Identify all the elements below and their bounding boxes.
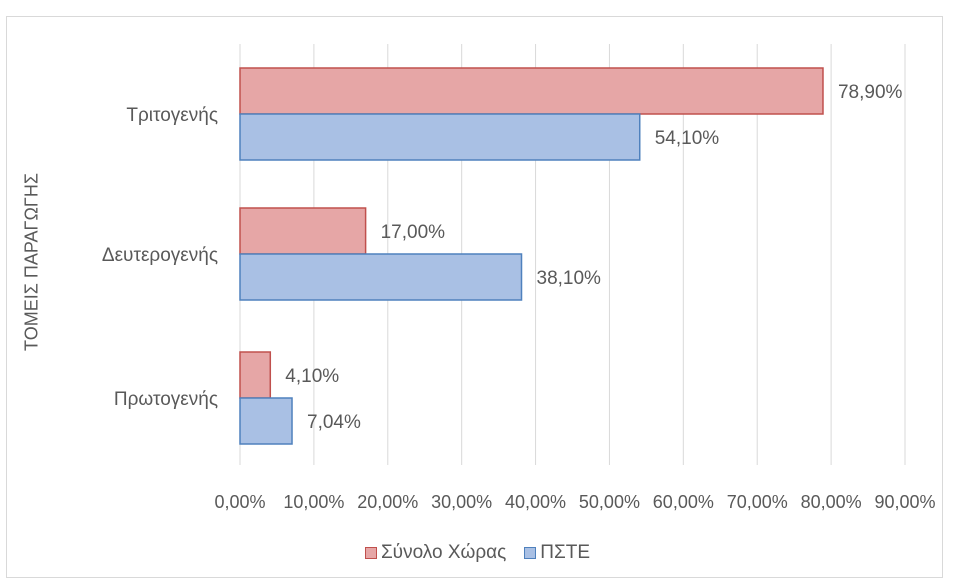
legend-label-series-1: Σύνολο Χώρας: [380, 542, 507, 563]
data-label: 17,00%: [381, 222, 446, 243]
bar: [239, 351, 272, 399]
x-tick-label: 30,00%: [431, 492, 492, 512]
legend: Σύνολο Χώρας ΠΣΤΕ: [0, 542, 955, 564]
bar: [239, 253, 523, 301]
bar: [239, 113, 641, 161]
bar: [239, 207, 367, 255]
x-tick-label: 80,00%: [801, 492, 862, 512]
data-label: 54,10%: [655, 128, 720, 149]
x-tick-label: 20,00%: [357, 492, 418, 512]
x-tick-label: 40,00%: [505, 492, 566, 512]
category-label: Δευτερογενής: [102, 245, 218, 266]
legend-label-series-2: ΠΣΤΕ: [540, 542, 591, 563]
x-tick-label: 60,00%: [653, 492, 714, 512]
x-tick-label: 10,00%: [283, 492, 344, 512]
legend-item-series-2: ΠΣΤΕ: [524, 542, 590, 564]
data-label: 4,10%: [285, 366, 339, 387]
y-axis-title: ΤΟΜΕΙΣ ΠΑΡΑΓΩΓΗΣ: [21, 173, 42, 351]
category-label: Τριτογενής: [126, 105, 218, 126]
data-label: 38,10%: [537, 268, 602, 289]
x-tick-label: 0,00%: [214, 492, 265, 512]
bar: [239, 67, 824, 115]
legend-item-series-1: Σύνολο Χώρας: [364, 542, 507, 564]
data-label: 7,04%: [307, 412, 361, 433]
category-label: Πρωτογενής: [114, 389, 218, 410]
data-label: 78,90%: [838, 82, 903, 103]
legend-swatch-series-2: [524, 547, 537, 559]
bar: [239, 397, 293, 445]
legend-swatch-series-1: [364, 547, 377, 559]
x-tick-label: 50,00%: [579, 492, 640, 512]
x-tick-label: 70,00%: [727, 492, 788, 512]
x-tick-label: 90,00%: [874, 492, 935, 512]
